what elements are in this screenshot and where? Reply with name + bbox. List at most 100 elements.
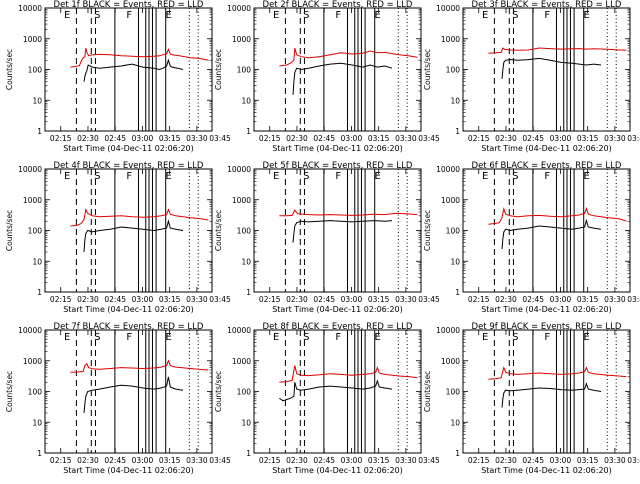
y-tick-label: 10000 — [227, 4, 251, 13]
y-axis-label: Counts/sec — [214, 371, 223, 412]
y-axis-label: Counts/sec — [5, 49, 14, 90]
y-axis-label: Counts/sec — [423, 210, 432, 251]
event-marker-label: E — [374, 10, 380, 21]
plot-frame — [253, 329, 422, 454]
x-axis-label: Start Time (04-Dec-11 02:06:20) — [63, 144, 194, 153]
x-tick-label: 03:00 — [132, 456, 154, 465]
x-tick-label: 02:45 — [104, 134, 126, 143]
x-tick-label: 03:45 — [627, 295, 640, 304]
event-marker-label: S — [94, 171, 100, 182]
y-tick-label: 10 — [450, 96, 460, 105]
x-tick-label: 02:30 — [495, 134, 517, 143]
plot-frame — [44, 7, 213, 132]
event-marker-label: E — [583, 171, 589, 182]
y-tick-label: 100 — [28, 66, 43, 75]
panel-title: Det 7f BLACK = Events, RED = LLD — [54, 322, 204, 332]
y-tick-label: 10000 — [18, 4, 42, 13]
x-tick-label: 03:30 — [604, 134, 626, 143]
x-tick-label: 03:30 — [395, 295, 417, 304]
y-tick-label: 10000 — [436, 4, 460, 13]
event-marker-label: E — [165, 10, 171, 21]
plot-frame — [44, 168, 213, 293]
x-tick-label: 02:15 — [259, 134, 281, 143]
y-axis-label: Counts/sec — [214, 49, 223, 90]
event-marker-label: S — [512, 171, 518, 182]
event-marker-label: E — [64, 332, 70, 343]
x-tick-label: 03:00 — [550, 134, 572, 143]
x-tick-label: 02:30 — [495, 456, 517, 465]
x-tick-label: 03:45 — [209, 456, 231, 465]
y-tick-label: 1000 — [23, 35, 42, 44]
panel-title: Det 1f BLACK = Events, RED = LLD — [54, 0, 204, 10]
x-tick-label: 03:15 — [159, 295, 181, 304]
plot-frame — [253, 7, 422, 132]
y-tick-label: 100 — [446, 388, 461, 397]
x-tick-label: 03:30 — [395, 134, 417, 143]
x-tick-label: 02:30 — [77, 456, 99, 465]
event-marker-label: E — [273, 10, 279, 21]
event-marker-label: S — [94, 10, 100, 21]
x-axis-label: Start Time (04-Dec-11 02:06:20) — [63, 466, 194, 475]
y-tick-label: 10000 — [436, 326, 460, 335]
y-tick-label: 10 — [32, 96, 42, 105]
x-tick-label: 02:45 — [522, 456, 544, 465]
x-tick-label: 03:15 — [577, 295, 599, 304]
black-events-line — [501, 218, 602, 250]
x-tick-label: 03:15 — [159, 134, 181, 143]
x-tick-label: 03:00 — [341, 456, 363, 465]
red-lld-line — [488, 206, 627, 225]
event-marker-label: F — [544, 10, 550, 21]
x-tick-label: 03:45 — [627, 456, 640, 465]
y-tick-label: 1 — [455, 127, 460, 136]
x-tick-label: 02:45 — [313, 456, 335, 465]
event-marker-label: F — [126, 171, 132, 182]
x-tick-label: 02:30 — [495, 295, 517, 304]
x-tick-label: 02:15 — [50, 295, 72, 304]
red-lld-line — [70, 47, 209, 68]
black-events-line — [292, 62, 393, 95]
x-axis-label: Start Time (04-Dec-11 02:06:20) — [272, 144, 403, 153]
plot-frame — [253, 168, 422, 293]
event-marker-label: S — [512, 332, 518, 343]
event-marker-label: E — [64, 10, 70, 21]
y-tick-label: 1 — [455, 449, 460, 458]
y-tick-label: 1000 — [441, 196, 460, 205]
event-marker-label: E — [165, 332, 171, 343]
y-tick-label: 10 — [450, 257, 460, 266]
y-axis-label: Counts/sec — [5, 210, 14, 251]
event-marker-label: S — [303, 10, 309, 21]
y-tick-label: 10000 — [436, 165, 460, 174]
x-axis-label: Start Time (04-Dec-11 02:06:20) — [272, 466, 403, 475]
x-tick-label: 02:15 — [259, 295, 281, 304]
x-tick-label: 03:00 — [341, 134, 363, 143]
x-tick-label: 02:15 — [50, 134, 72, 143]
event-marker-label: F — [544, 171, 550, 182]
black-events-line — [292, 220, 393, 243]
x-tick-label: 03:15 — [159, 456, 181, 465]
y-tick-label: 1 — [37, 449, 42, 458]
x-tick-label: 03:00 — [132, 295, 154, 304]
x-axis-label: Start Time (04-Dec-11 02:06:20) — [481, 305, 612, 314]
x-tick-label: 03:45 — [209, 295, 231, 304]
event-marker-label: F — [544, 332, 550, 343]
y-tick-label: 1 — [455, 288, 460, 297]
y-tick-label: 10 — [241, 418, 251, 427]
red-lld-line — [279, 47, 418, 67]
black-events-line — [279, 379, 393, 402]
x-axis-label: Start Time (04-Dec-11 02:06:20) — [63, 305, 194, 314]
y-tick-label: 10 — [32, 418, 42, 427]
x-tick-label: 02:45 — [313, 134, 335, 143]
x-tick-label: 02:30 — [77, 134, 99, 143]
y-tick-label: 10000 — [227, 165, 251, 174]
y-tick-label: 100 — [28, 388, 43, 397]
panel-title: Det 4f BLACK = Events, RED = LLD — [54, 161, 204, 171]
panel-det-2: Det 2f BLACK = Events, RED = LLD 1 10 100 10… — [214, 0, 440, 153]
x-tick-label: 03:15 — [368, 134, 390, 143]
y-tick-label: 10000 — [227, 326, 251, 335]
y-tick-label: 1 — [246, 288, 251, 297]
x-tick-label: 02:45 — [104, 295, 126, 304]
plot-frame — [462, 329, 631, 454]
black-events-line — [83, 58, 184, 82]
event-marker-label: S — [303, 171, 309, 182]
y-tick-label: 1000 — [23, 196, 42, 205]
